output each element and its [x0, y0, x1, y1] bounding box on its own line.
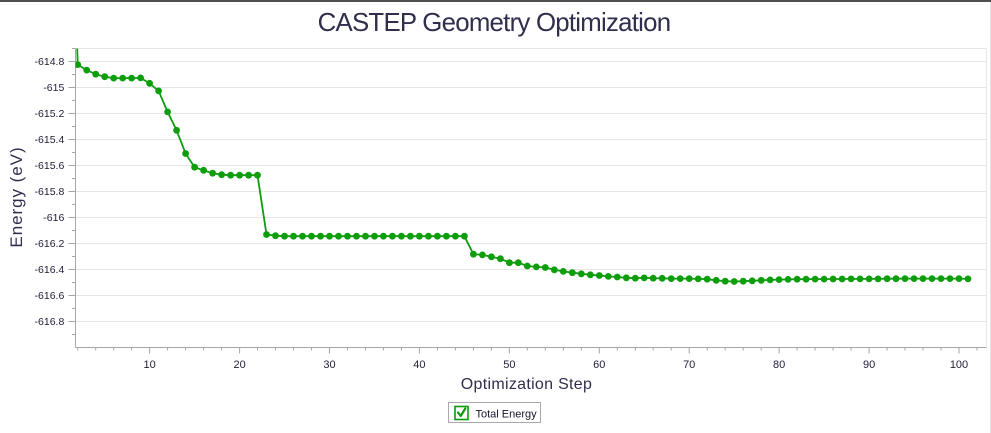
- svg-text:Total Energy: Total Energy: [476, 408, 538, 420]
- svg-text:40: 40: [413, 359, 425, 371]
- svg-text:20: 20: [233, 359, 245, 371]
- svg-text:-615.2: -615.2: [35, 108, 65, 120]
- svg-text:100: 100: [950, 359, 968, 371]
- svg-text:-616: -616: [43, 212, 64, 224]
- svg-text:Optimization Step: Optimization Step: [461, 376, 592, 393]
- svg-text:-614.8: -614.8: [35, 56, 65, 68]
- svg-text:CASTEP Geometry Optimization: CASTEP Geometry Optimization: [318, 9, 671, 37]
- svg-text:60: 60: [593, 359, 605, 371]
- svg-text:-616.4: -616.4: [35, 264, 65, 276]
- svg-text:-615.8: -615.8: [35, 186, 65, 198]
- svg-text:90: 90: [863, 359, 875, 371]
- svg-text:70: 70: [683, 359, 695, 371]
- svg-text:80: 80: [773, 359, 785, 371]
- svg-text:Energy (eV): Energy (eV): [7, 146, 26, 247]
- svg-text:-615.6: -615.6: [35, 160, 65, 172]
- svg-text:-616.8: -616.8: [35, 316, 65, 328]
- svg-text:-616.6: -616.6: [35, 290, 65, 302]
- svg-text:-616.2: -616.2: [35, 238, 65, 250]
- svg-text:50: 50: [503, 359, 515, 371]
- svg-text:30: 30: [323, 359, 335, 371]
- svg-text:-615: -615: [43, 82, 64, 94]
- svg-text:10: 10: [143, 359, 155, 371]
- svg-text:-615.4: -615.4: [35, 134, 65, 146]
